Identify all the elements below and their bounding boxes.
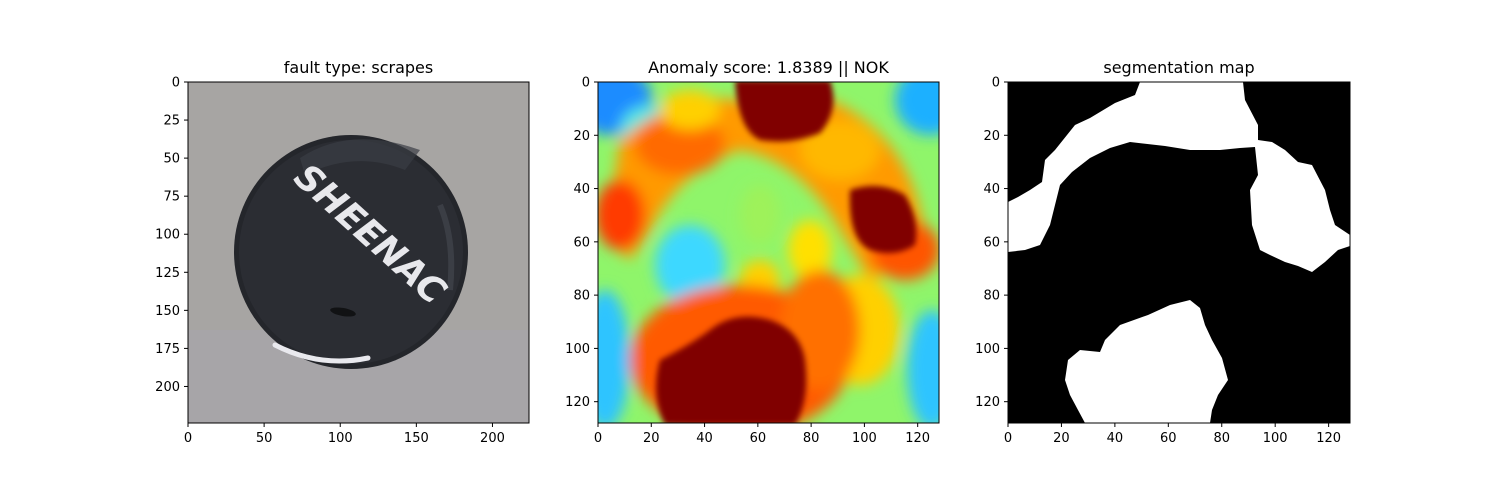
- panel-heatmap-ticks: 0 20 40 60 80 100 120 0 20 40 60 80 100 120: [565, 76, 930, 447]
- y-tick-label: 100: [565, 342, 590, 357]
- panel-segmentation-title: segmentation map: [1103, 58, 1254, 77]
- panel-heatmap-title: Anomaly score: 1.8389 || NOK: [648, 58, 889, 77]
- y-tick-label: 150: [155, 304, 180, 319]
- y-tick-label: 60: [983, 235, 1000, 250]
- panel-segmentation-ticks: 0 20 40 60 80 100 120 0 20 40 60 80 100 120: [975, 76, 1341, 447]
- x-tick-label: 100: [1263, 431, 1288, 446]
- x-tick-label: 0: [1004, 431, 1012, 446]
- x-tick-label: 60: [1160, 431, 1177, 446]
- x-tick-label: 0: [594, 431, 602, 446]
- x-tick-label: 100: [328, 431, 353, 446]
- x-tick-label: 20: [1053, 431, 1070, 446]
- y-tick-label: 100: [155, 228, 180, 243]
- y-tick-label: 20: [573, 129, 590, 144]
- y-tick-label: 120: [565, 395, 590, 410]
- x-tick-label: 100: [852, 431, 877, 446]
- y-tick-label: 0: [992, 76, 1000, 91]
- y-tick-label: 40: [573, 182, 590, 197]
- y-tick-label: 75: [163, 190, 180, 205]
- x-tick-label: 50: [256, 431, 273, 446]
- y-tick-label: 50: [163, 152, 180, 167]
- y-tick-label: 125: [155, 266, 180, 281]
- x-tick-label: 0: [184, 431, 192, 446]
- x-tick-label: 40: [1107, 431, 1124, 446]
- y-tick-label: 100: [975, 342, 1000, 357]
- segmentation-image: [1008, 82, 1350, 423]
- x-tick-label: 60: [750, 431, 767, 446]
- y-tick-label: 0: [172, 76, 180, 91]
- y-tick-label: 60: [573, 235, 590, 250]
- panel-photo-ticks: 0 50 100 150 200 0 25 50 75 100 125 150 175 200: [155, 76, 505, 447]
- y-tick-label: 25: [163, 114, 180, 129]
- panel-segmentation: segmentation map 0 20 40 60 80 100 120 0 20 40 60 8…: [975, 58, 1351, 447]
- y-tick-label: 120: [975, 395, 1000, 410]
- panel-photo: fault type: scrapes SHEENAC 0 50 100 150 200…: [155, 58, 530, 447]
- segmentation-region-bottom: [1065, 300, 1228, 423]
- x-tick-label: 120: [905, 431, 930, 446]
- y-tick-label: 80: [983, 289, 1000, 304]
- x-tick-label: 80: [1213, 431, 1230, 446]
- x-tick-label: 80: [803, 431, 820, 446]
- photo-image: SHEENAC: [188, 82, 529, 423]
- y-tick-label: 200: [155, 380, 180, 395]
- panel-photo-title: fault type: scrapes: [284, 58, 433, 77]
- y-tick-label: 175: [155, 342, 180, 357]
- x-tick-label: 120: [1316, 431, 1341, 446]
- x-tick-label: 150: [404, 431, 429, 446]
- y-tick-label: 40: [983, 182, 1000, 197]
- y-tick-label: 0: [582, 76, 590, 91]
- panel-heatmap: Anomaly score: 1.8389 || NOK: [565, 58, 940, 447]
- segmentation-region-top: [1008, 82, 1350, 272]
- y-tick-label: 80: [573, 289, 590, 304]
- x-tick-label: 20: [643, 431, 660, 446]
- y-tick-label: 20: [983, 129, 1000, 144]
- x-tick-label: 40: [696, 431, 713, 446]
- anomaly-heatmap: [598, 82, 939, 423]
- x-tick-label: 200: [480, 431, 505, 446]
